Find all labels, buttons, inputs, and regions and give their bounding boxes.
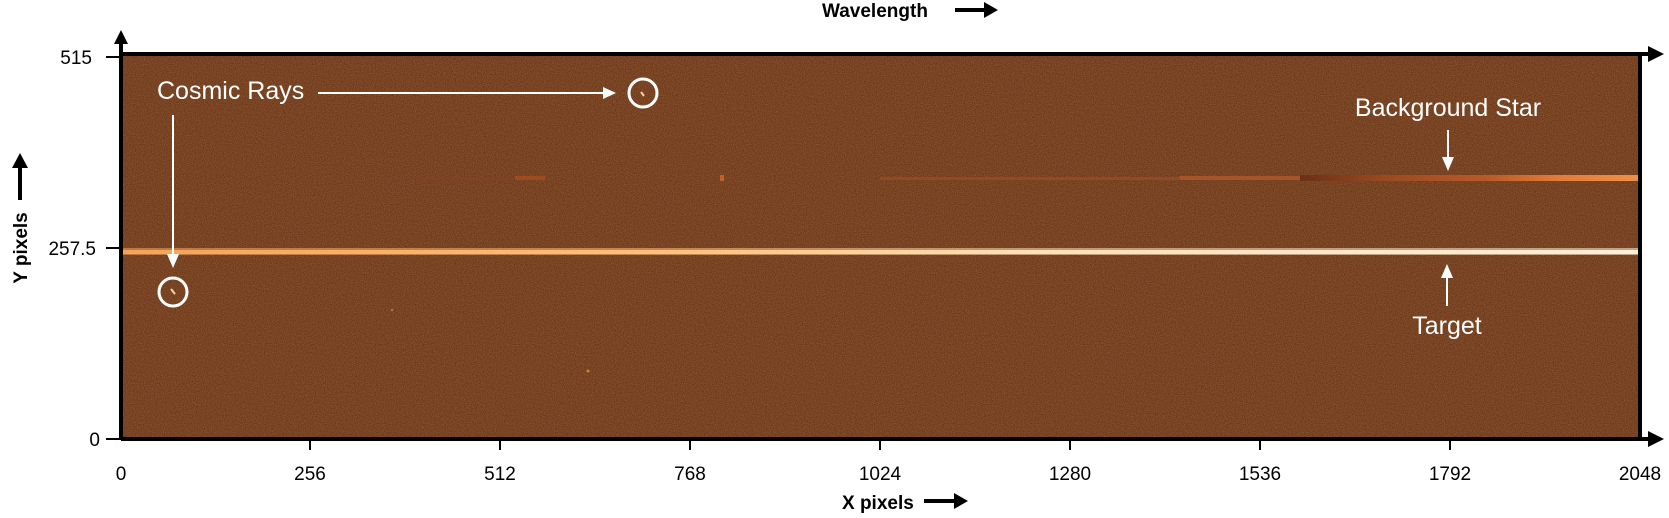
- target-label: Target: [1412, 312, 1482, 340]
- axes: [119, 38, 1648, 441]
- x-tick-label: 1536: [1239, 464, 1281, 485]
- x-tick-marks: [309, 439, 1451, 450]
- x-tick-label: 768: [674, 464, 706, 485]
- x-tick-label: 1792: [1429, 464, 1471, 485]
- y-tick-label: 0: [89, 430, 100, 451]
- x-tick-label: 2048: [1619, 464, 1661, 485]
- x-tick-label: 0: [116, 464, 127, 485]
- background-star-arrow-icon: [1442, 157, 1454, 171]
- y-tick-label: 257.5: [48, 239, 96, 260]
- x-axis-title: X pixels: [842, 493, 914, 514]
- x-tick-label: 512: [484, 464, 516, 485]
- cosmic-ray-arrow-icon: [603, 87, 616, 99]
- background-star-label: Background Star: [1355, 94, 1541, 122]
- cosmic-ray-arrow-icon: [167, 254, 179, 268]
- target-trace: [121, 248, 1640, 255]
- x-tick-label: 256: [294, 464, 326, 485]
- wavelength-label: Wavelength: [822, 1, 928, 22]
- x-axis-title-arrow-icon: [924, 493, 968, 509]
- y-tick-marks: [106, 56, 121, 440]
- annotations: Cosmic Rays Background Star Target: [157, 77, 1541, 340]
- y-tick-label: 515: [60, 48, 92, 69]
- y-axis-title-arrow-icon: [12, 153, 28, 200]
- x-tick-label: 1280: [1049, 464, 1091, 485]
- cosmic-rays-label: Cosmic Rays: [157, 77, 304, 105]
- cosmic-ray-circle: [157, 276, 189, 308]
- speck: [586, 369, 590, 373]
- target-arrow-icon: [1441, 264, 1453, 278]
- image-noise: [121, 56, 1640, 439]
- x-tick-label: 1024: [859, 464, 902, 485]
- background-star-trace: [420, 175, 1640, 181]
- y-axis-arrowhead: [114, 30, 128, 44]
- y-axis-title: Y pixels: [11, 212, 32, 283]
- top-axis-arrowhead: [1648, 46, 1664, 62]
- detector-image: [121, 56, 1640, 439]
- wavelength-arrow-icon: [955, 2, 998, 18]
- x-axis-arrowhead: [1648, 431, 1664, 447]
- speck: [390, 308, 394, 312]
- cosmic-ray-circle: [627, 77, 659, 109]
